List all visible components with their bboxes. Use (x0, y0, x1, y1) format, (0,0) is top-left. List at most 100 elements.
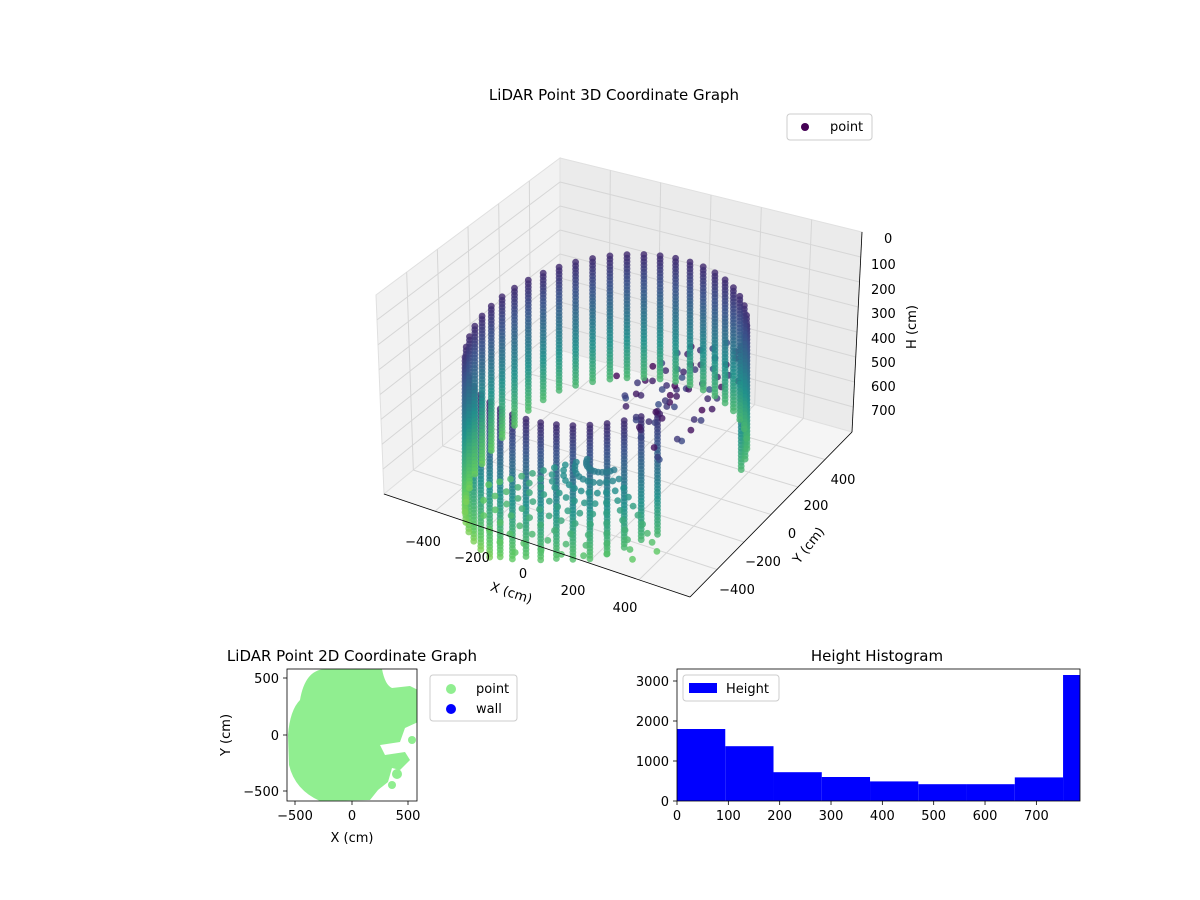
lidar-point (621, 526, 629, 534)
lidar-point (649, 362, 657, 370)
y-tick-label: 0 (788, 527, 796, 542)
lidar-point (616, 507, 624, 514)
lidar-point (571, 485, 578, 492)
grid-line (559, 181, 861, 258)
lidar-point (636, 423, 643, 431)
legend-label-point: point (476, 682, 509, 697)
chart-2d: LiDAR Point 2D Coordinate Graph −500 0 5… (219, 647, 518, 846)
legend-label-wall: wall (476, 702, 502, 717)
lidar-point (698, 406, 706, 414)
lidar-point (461, 508, 469, 516)
lidar-point (652, 408, 660, 416)
lidar-point (478, 460, 486, 468)
legend-marker-height (689, 683, 717, 693)
lidar-point (537, 483, 545, 491)
lidar-point (603, 540, 611, 548)
lidar-point (708, 405, 716, 413)
z-tick-label: 300 (871, 307, 896, 322)
z-tick-label: 600 (871, 380, 896, 395)
lidar-point (516, 522, 524, 530)
z-tick-label: 200 (871, 283, 896, 298)
x-tick-label: 400 (870, 809, 895, 824)
lidar-point (736, 416, 744, 423)
histogram-bar (966, 784, 1015, 801)
grid-line (378, 229, 561, 371)
lidar-point (699, 386, 707, 394)
lidar-point (546, 497, 553, 505)
lidar-point (529, 498, 537, 505)
lidar-point (602, 478, 610, 486)
lidar-point (706, 386, 713, 393)
ticks-2d (283, 677, 409, 805)
lidar-point (634, 379, 641, 387)
lidar-point (577, 487, 585, 495)
lidar-point (545, 512, 553, 520)
x-axis-line (383, 493, 691, 598)
histogram-bars (677, 675, 1080, 801)
lidar-point (572, 458, 580, 466)
lidar-point (741, 455, 749, 463)
lidar-point (480, 496, 487, 504)
lidar-point (603, 530, 611, 537)
lidar-point (540, 491, 548, 498)
lidar-point (672, 378, 679, 385)
y-tick-label: −500 (243, 785, 279, 800)
lidar-point (678, 374, 686, 381)
lidar-point (606, 375, 614, 383)
lidar-point (658, 414, 666, 422)
lidar-point (589, 510, 597, 518)
x-tick-label: 500 (921, 809, 946, 824)
lidar-point (537, 546, 545, 554)
y-tick-label: 1000 (636, 755, 669, 770)
histogram-ticks: 0 100 200 300 400 500 600 700 0 1000 2000 3000 (636, 675, 1049, 824)
lidar-point (537, 556, 545, 564)
lidar-point (548, 477, 556, 485)
lidar-point (603, 550, 611, 558)
lidar-point (511, 549, 519, 556)
lidar-point (629, 502, 637, 510)
lidar-point (526, 489, 533, 497)
z-tick-label: 100 (871, 258, 896, 273)
lidar-point (625, 493, 632, 501)
lidar-point (632, 413, 640, 421)
legend-marker-point (801, 123, 809, 131)
lidar-point (626, 546, 634, 553)
lidar-point (560, 472, 567, 479)
x-tick-label: 0 (519, 567, 527, 582)
lidar-point (554, 503, 561, 511)
lidar-point (721, 399, 729, 407)
lidar-point (587, 521, 594, 528)
lidar-point (514, 495, 522, 502)
y-tick-label: 0 (271, 729, 279, 744)
chart-3d-title: LiDAR Point 3D Coordinate Graph (489, 86, 739, 104)
legend-box (786, 113, 873, 141)
lidar-point (528, 530, 536, 538)
lidar-point (596, 479, 604, 487)
histogram-bar (1063, 675, 1080, 801)
lidar-point (496, 538, 504, 546)
lidar-point (650, 444, 658, 451)
x-axis-label-3d: X (cm) (488, 580, 534, 608)
lidar-point (730, 407, 737, 415)
legend-marker-point (446, 684, 456, 694)
y-ticks-3d: −400 −200 0 200 400 (719, 473, 855, 598)
lidar-point (582, 541, 590, 549)
lidar-point (540, 467, 547, 474)
lidar-point (529, 470, 536, 477)
z-ticks-3d: 0 100 200 300 400 500 600 700 (871, 232, 896, 419)
x-tick-label: 0 (348, 809, 356, 824)
lidar-point (485, 481, 493, 489)
lidar-point (663, 382, 670, 389)
histogram-bar (773, 772, 822, 801)
lidar-point (586, 555, 594, 563)
x-tick-label: 700 (1024, 809, 1049, 824)
lidar-point (564, 507, 572, 515)
x-tick-label: 500 (396, 809, 421, 824)
lidar-point (649, 377, 656, 385)
lidar-point (496, 478, 504, 486)
lidar-point (629, 555, 636, 563)
lidar-point (648, 538, 656, 546)
lidar-point (524, 407, 532, 414)
lidar-point (558, 551, 565, 558)
lidar-point (662, 367, 670, 374)
